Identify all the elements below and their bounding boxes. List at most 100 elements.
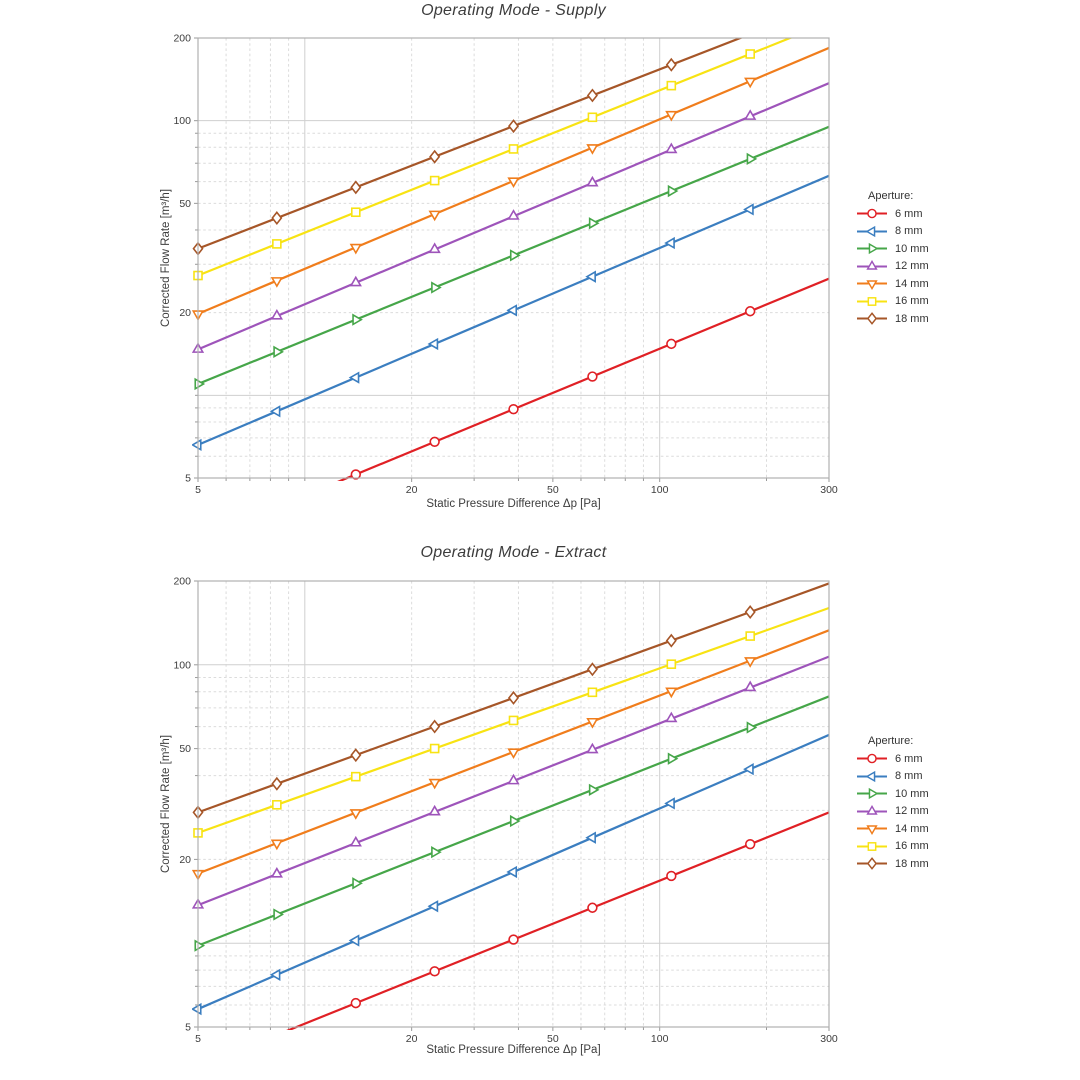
x-tick-label: 100 (651, 484, 669, 496)
legend-item-12-mm: 12 mm (856, 803, 1006, 821)
marker-6-mm (744, 838, 756, 850)
marker-12-mm (507, 773, 520, 785)
marker-14-mm (744, 77, 757, 89)
legend-item-10-mm: 10 mm (856, 240, 1006, 258)
y-tick-label: 20 (179, 854, 191, 866)
legend-label: 16 mm (895, 295, 929, 308)
legend-item-18-mm: 18 mm (856, 855, 1006, 873)
plot-frame (197, 580, 830, 1028)
marker-14-mm (744, 657, 757, 668)
marker-10-mm (588, 217, 600, 230)
marker-12-mm (270, 309, 283, 320)
marker-12-mm (270, 866, 283, 878)
marker-10-mm (352, 877, 363, 890)
marker-8-mm (192, 438, 202, 452)
marker-8-mm (348, 371, 360, 384)
legend-label: 6 mm (895, 752, 923, 765)
legend-extract: Aperture: 6 mm 8 mm 10 mm 12 mm 14 mm 16 mm 18… (856, 735, 1006, 873)
marker-14-mm (428, 210, 441, 222)
marker-16-mm (587, 112, 598, 123)
y-axis-label-extract: Corrected Flow Rate [m³/h] (160, 734, 172, 874)
x-tick-label: 100 (651, 1033, 669, 1045)
legend-marker-square-icon (857, 296, 887, 306)
marker-14-mm (428, 778, 441, 790)
legend-item-10-mm: 10 mm (856, 785, 1006, 803)
legend-supply: Aperture: 6 mm 8 mm 10 mm 12 mm 14 mm 16 mm 18… (856, 190, 1006, 328)
y-tick-label: 20 (179, 307, 191, 319)
marker-16-mm (508, 715, 519, 726)
legend-marker-circle-icon (857, 208, 887, 219)
marker-8-mm (506, 865, 518, 879)
marker-10-mm (509, 814, 521, 828)
x-axis-label-extract: Static Pressure Difference Δp [Pa] (426, 1044, 601, 1056)
marker-8-mm (743, 203, 754, 216)
x-tick-label: 50 (547, 1033, 559, 1045)
marker-14-mm (349, 243, 362, 255)
marker-12-mm (586, 742, 599, 754)
marker-8-mm (664, 797, 675, 810)
marker-6-mm (508, 403, 519, 415)
marker-14-mm (586, 144, 599, 155)
marker-16-mm (508, 144, 519, 154)
marker-14-mm (665, 687, 678, 699)
legend-label: 8 mm (895, 770, 923, 783)
y-tick-label: 50 (179, 743, 191, 755)
marker-8-mm (427, 900, 439, 913)
marker-18-mm (507, 119, 520, 134)
marker-14-mm (270, 839, 283, 851)
marker-14-mm (270, 277, 283, 288)
marker-6-mm (508, 934, 519, 945)
marker-16-mm (272, 799, 282, 810)
marker-16-mm (429, 743, 440, 754)
legend-label: 8 mm (895, 225, 923, 238)
legend-marker-triangle-left-icon (857, 225, 887, 237)
legend-title: Aperture: (868, 190, 914, 202)
marker-12-mm (349, 835, 362, 847)
marker-10-mm (194, 377, 206, 391)
marker-16-mm (350, 207, 361, 218)
marker-18-mm (271, 776, 283, 791)
x-tick-label: 20 (406, 484, 418, 496)
marker-8-mm (664, 236, 675, 250)
y-tick-label: 5 (185, 1022, 191, 1034)
marker-10-mm (746, 721, 758, 734)
legend-item-8-mm: 8 mm (856, 223, 1006, 241)
marker-12-mm (665, 711, 678, 723)
y-axis-label-supply: Corrected Flow Rate [m³/h] (160, 188, 172, 328)
marker-18-mm (665, 633, 677, 648)
marker-10-mm (194, 939, 206, 952)
marker-14-mm (586, 717, 599, 729)
marker-14-mm (507, 748, 520, 760)
legend-marker-triangle-up-icon (857, 259, 887, 270)
marker-12-mm (428, 242, 441, 254)
marker-16-mm (745, 49, 755, 59)
marker-18-mm (665, 57, 677, 72)
x-tick-label: 300 (820, 1033, 838, 1045)
legend-label: 10 mm (895, 787, 929, 800)
marker-10-mm (273, 908, 284, 921)
legend-marker-diamond-icon (857, 857, 887, 871)
y-tick-label: 100 (173, 115, 191, 127)
marker-14-mm (665, 110, 678, 122)
x-tick-label: 20 (406, 1033, 418, 1045)
marker-8-mm (506, 304, 518, 317)
marker-18-mm (429, 149, 441, 164)
marker-16-mm (587, 687, 598, 698)
marker-8-mm (348, 934, 360, 947)
legend-item-14-mm: 14 mm (856, 275, 1006, 293)
marker-8-mm (192, 1002, 202, 1016)
marker-6-mm (666, 870, 677, 882)
marker-18-mm (586, 662, 598, 677)
marker-16-mm (350, 771, 361, 782)
marker-16-mm (272, 239, 282, 249)
chart-title-extract: Operating Mode - Extract (420, 544, 607, 561)
legend-marker-triangle-left-icon (857, 770, 887, 782)
x-tick-label: 5 (195, 484, 201, 496)
y-tick-label: 100 (173, 659, 191, 671)
marker-12-mm (665, 142, 678, 154)
marker-8-mm (427, 337, 439, 351)
marker-18-mm (350, 748, 362, 763)
legend-item-6-mm: 6 mm (856, 205, 1006, 223)
legend-label: 16 mm (895, 840, 929, 853)
marker-16-mm (666, 80, 677, 91)
